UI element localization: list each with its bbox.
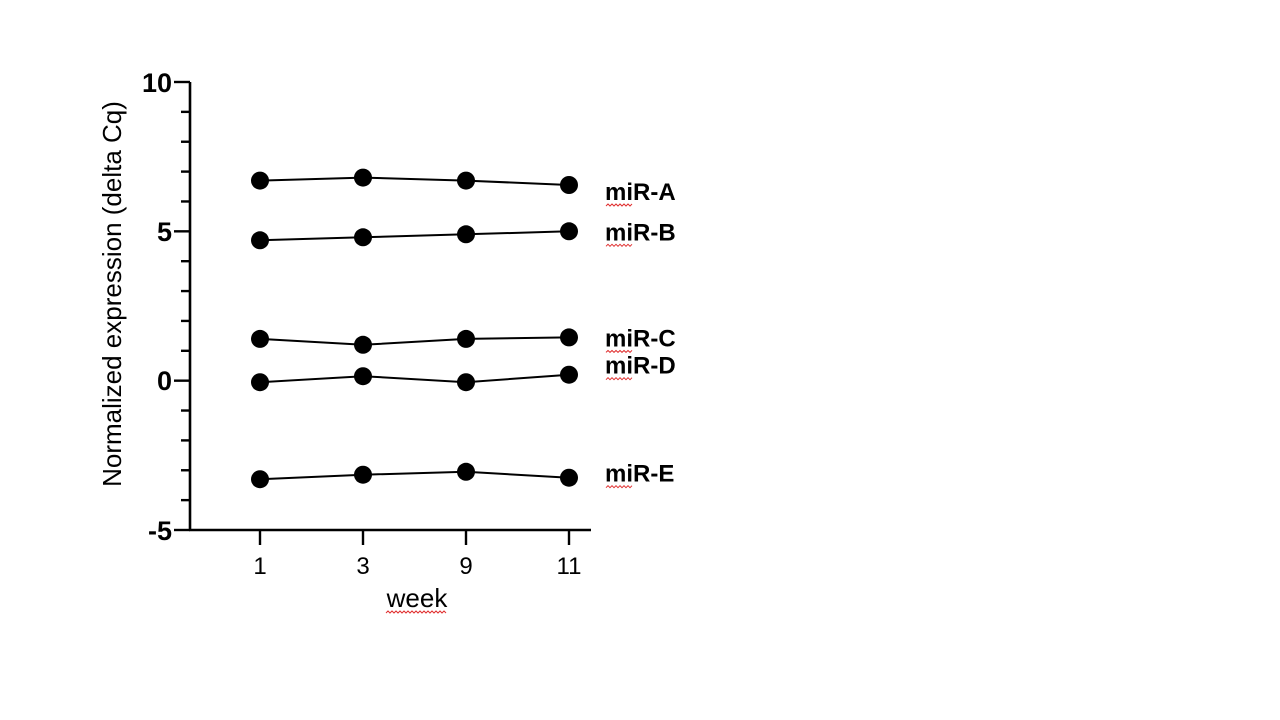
data-point <box>560 176 578 194</box>
data-point <box>251 329 269 348</box>
series-miR-C: miR-C <box>251 325 676 354</box>
series-label: miR-A <box>605 179 676 206</box>
data-point <box>457 462 475 481</box>
data-point <box>560 222 578 241</box>
spellcheck-underline <box>605 484 633 489</box>
series-label: miR-D <box>605 353 676 380</box>
data-point <box>560 328 578 347</box>
series-miR-E: miR-E <box>251 461 674 489</box>
data-point <box>251 373 269 392</box>
series-miR-B: miR-B <box>251 219 676 250</box>
y-tick-label: 10 <box>142 68 172 98</box>
y-tick-label: 5 <box>157 217 172 247</box>
x-tick-label: 3 <box>356 553 369 580</box>
x-tick-label: 11 <box>557 553 582 580</box>
spellcheck-underline <box>605 349 633 354</box>
spellcheck-underline <box>605 376 633 381</box>
series-miR-A: miR-A <box>251 168 676 207</box>
x-axis-title: week <box>386 583 449 613</box>
y-major-ticks <box>174 80 190 532</box>
spellcheck-underline <box>605 243 633 248</box>
y-tick-label: -5 <box>148 516 172 546</box>
data-point <box>457 171 475 190</box>
data-point <box>457 225 475 244</box>
y-tick-label: 0 <box>157 366 172 396</box>
data-point <box>457 373 475 392</box>
y-axis-title: Normalized expression (delta Cq) <box>97 101 127 487</box>
series-miR-D: miR-D <box>251 353 676 392</box>
series-line <box>259 373 570 384</box>
data-point <box>354 168 372 187</box>
data-point <box>251 231 269 250</box>
series-label: miR-E <box>605 461 674 488</box>
data-point <box>354 335 372 354</box>
x-ticks <box>258 530 571 545</box>
series-label: miR-C <box>605 325 676 352</box>
data-point <box>457 329 475 348</box>
data-point <box>560 365 578 384</box>
series-line <box>259 230 570 242</box>
x-tick-label: 1 <box>253 553 266 580</box>
data-point <box>354 367 372 386</box>
data-point <box>354 465 372 484</box>
series-line <box>259 176 570 186</box>
series-line <box>259 470 570 481</box>
data-point <box>251 470 269 489</box>
spellcheck-underline <box>605 203 633 207</box>
series-label: miR-B <box>605 219 676 246</box>
data-point <box>560 468 578 487</box>
data-point <box>354 228 372 247</box>
series-line <box>259 336 570 346</box>
x-tick-label: 9 <box>459 553 472 580</box>
data-point <box>251 171 269 190</box>
y-minor-ticks <box>181 110 190 502</box>
spellcheck-underline <box>385 610 447 614</box>
